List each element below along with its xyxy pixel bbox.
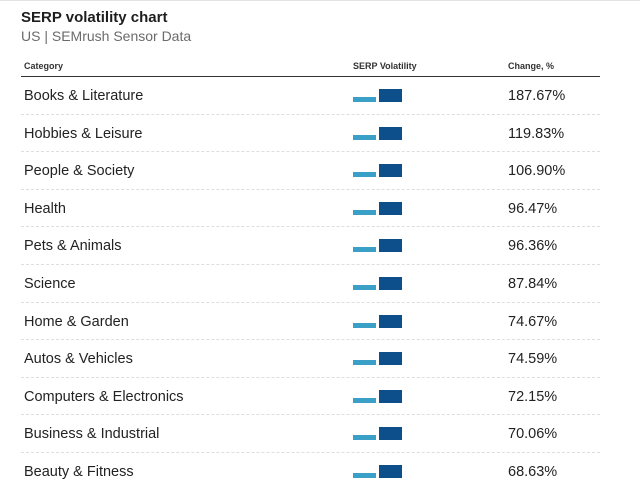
table-row: Hobbies & Leisure 119.83% bbox=[21, 115, 600, 153]
volatility-sparkbar bbox=[353, 164, 402, 178]
volatility-previous-bar bbox=[353, 172, 376, 178]
volatility-sparkbar bbox=[353, 276, 402, 290]
volatility-current-bar bbox=[379, 427, 402, 441]
table-row: Science 87.84% bbox=[21, 265, 600, 303]
table-row: Home & Garden 74.67% bbox=[21, 303, 600, 341]
volatility-sparkbar bbox=[353, 89, 402, 102]
volatility-current-bar bbox=[379, 389, 402, 403]
change-value: 74.67% bbox=[508, 313, 558, 330]
change-value: 96.47% bbox=[508, 200, 558, 217]
table-row: Business & Industrial 70.06% bbox=[21, 415, 600, 453]
change-value: 119.83% bbox=[508, 125, 565, 142]
change-value: 74.59% bbox=[508, 351, 558, 368]
header-divider bbox=[21, 76, 600, 77]
volatility-sparkbar bbox=[353, 314, 402, 328]
table-row: Computers & Electronics 72.15% bbox=[21, 378, 600, 416]
table-row: Beauty & Fitness 68.63% bbox=[21, 453, 600, 491]
change-value: 87.84% bbox=[508, 275, 558, 292]
volatility-previous-bar bbox=[353, 97, 376, 102]
volatility-current-bar bbox=[379, 352, 402, 366]
table-row: Health 96.47% bbox=[21, 190, 600, 228]
change-value: 106.90% bbox=[508, 163, 566, 180]
volatility-previous-bar bbox=[353, 397, 376, 403]
change-value: 96.36% bbox=[508, 238, 558, 255]
volatility-previous-bar bbox=[353, 435, 376, 441]
category-label: Business & Industrial bbox=[24, 426, 160, 443]
category-label: Computers & Electronics bbox=[24, 388, 184, 405]
volatility-current-bar bbox=[379, 276, 402, 290]
volatility-current-bar bbox=[379, 164, 402, 178]
volatility-previous-bar bbox=[353, 247, 376, 253]
volatility-current-bar bbox=[379, 239, 402, 253]
volatility-sparkbar bbox=[353, 389, 402, 403]
volatility-sparkbar bbox=[353, 352, 402, 366]
volatility-previous-bar bbox=[353, 360, 376, 366]
category-label: Autos & Vehicles bbox=[24, 351, 133, 368]
column-header-change: Change, % bbox=[508, 61, 555, 71]
volatility-sparkbar bbox=[353, 427, 402, 441]
volatility-previous-bar bbox=[353, 134, 376, 140]
category-label: People & Society bbox=[24, 163, 135, 180]
table-row: Autos & Vehicles 74.59% bbox=[21, 340, 600, 378]
column-header-volatility: SERP Volatility bbox=[353, 61, 417, 71]
category-label: Books & Literature bbox=[24, 88, 144, 104]
category-label: Beauty & Fitness bbox=[24, 463, 134, 480]
volatility-previous-bar bbox=[353, 209, 376, 215]
chart-title: SERP volatility chart bbox=[21, 9, 168, 26]
volatility-current-bar bbox=[379, 126, 402, 140]
change-value: 70.06% bbox=[508, 426, 558, 443]
change-value: 187.67% bbox=[508, 88, 566, 104]
chart-subtitle: US | SEMrush Sensor Data bbox=[21, 28, 192, 44]
volatility-previous-bar bbox=[353, 284, 376, 290]
volatility-current-bar bbox=[379, 314, 402, 328]
table-row: Pets & Animals 96.36% bbox=[21, 227, 600, 265]
table-row: Books & Literature 187.67% bbox=[21, 77, 600, 115]
table-row: People & Society 106.90% bbox=[21, 152, 600, 190]
category-label: Pets & Animals bbox=[24, 238, 122, 255]
table-header: Category SERP Volatility Change, % bbox=[24, 61, 600, 77]
volatility-current-bar bbox=[379, 201, 402, 215]
volatility-previous-bar bbox=[353, 322, 376, 328]
change-value: 72.15% bbox=[508, 388, 558, 405]
change-value: 68.63% bbox=[508, 463, 558, 480]
volatility-sparkbar bbox=[353, 126, 402, 140]
volatility-sparkbar bbox=[353, 239, 402, 253]
category-label: Hobbies & Leisure bbox=[24, 125, 143, 142]
column-header-category: Category bbox=[24, 61, 64, 71]
volatility-previous-bar bbox=[353, 472, 376, 478]
category-label: Home & Garden bbox=[24, 313, 129, 330]
volatility-sparkbar bbox=[353, 201, 402, 215]
volatility-current-bar bbox=[379, 464, 402, 478]
volatility-current-bar bbox=[379, 89, 402, 102]
table-body: Books & Literature 187.67% Hobbies & Leisu… bbox=[21, 77, 600, 491]
category-label: Health bbox=[24, 200, 66, 217]
category-label: Science bbox=[24, 275, 76, 292]
volatility-sparkbar bbox=[353, 464, 402, 478]
